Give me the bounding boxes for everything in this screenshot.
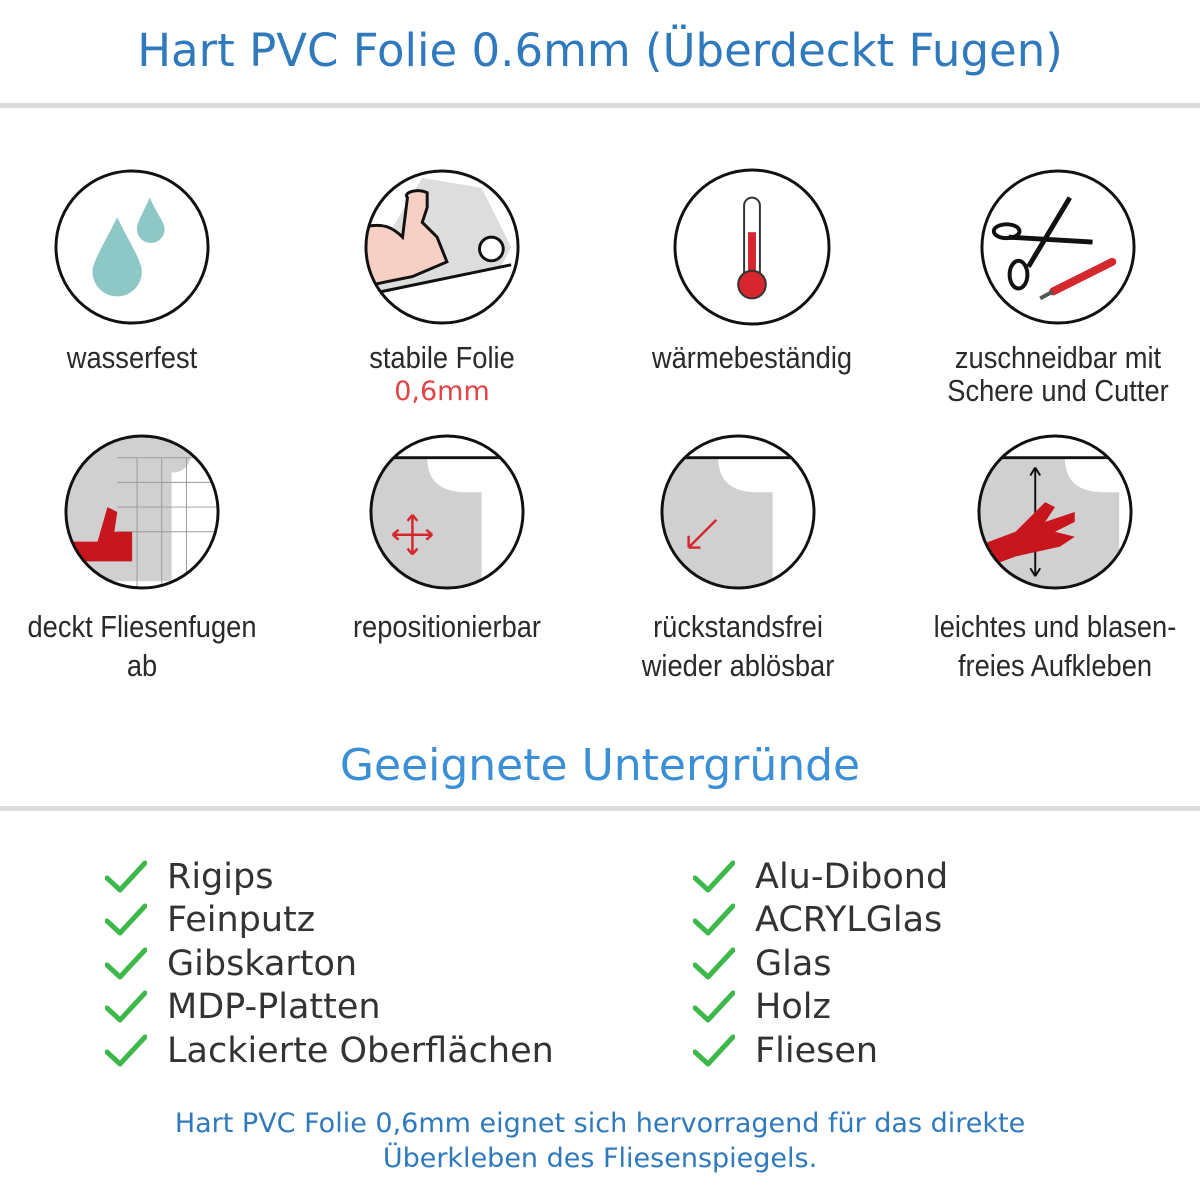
surface-item: Holz: [693, 986, 948, 1030]
feature-covers-joints: deckt Fliesenfugen ab: [0, 433, 292, 685]
surfaces-list-right: Alu-Dibond ACRYLGlas Glas Holz Fliesen: [693, 855, 948, 1073]
surface-item: MDP-Platten: [105, 986, 554, 1030]
surface-item: ACRYLGlas: [693, 899, 948, 943]
strong-arm-roll-icon: [364, 169, 520, 325]
check-icon: [693, 947, 735, 980]
surface-item: Lackierte Oberflächen: [105, 1029, 554, 1073]
scissors-cutter-icon: [980, 169, 1136, 325]
feature-cuttable: zuschneidbar mit Schere und Cutter: [908, 168, 1200, 410]
feature-label: wasserfest: [66, 340, 198, 375]
feature-label: Schere und Cutter: [947, 373, 1169, 408]
check-icon: [693, 903, 735, 936]
check-icon: [693, 990, 735, 1023]
footer-note: Hart PVC Folie 0,6mm eignet sich hervorr…: [0, 1106, 1200, 1176]
surface-label: Feinputz: [167, 900, 316, 941]
thumbs-up-tiles-icon: [64, 434, 220, 590]
surface-label: Gibskarton: [167, 943, 358, 984]
feature-repositionable: repositionierbar: [297, 433, 597, 646]
section-title: Geeignete Untergründe: [339, 740, 861, 791]
check-icon: [105, 1034, 147, 1067]
surface-label: Alu-Dibond: [755, 856, 949, 897]
feature-bubble-free: leichtes und blasen- freies Aufkleben: [905, 433, 1200, 685]
surface-item: Glas: [693, 942, 948, 986]
surface-label: MDP-Platten: [167, 987, 381, 1028]
feature-label: wärmebeständig: [651, 340, 853, 375]
peel-arrow-icon: [660, 434, 816, 590]
surface-label: ACRYLGlas: [755, 900, 943, 941]
feature-heat: wärmebeständig: [602, 168, 902, 377]
feature-waterproof: wasserfest: [0, 168, 282, 377]
check-icon: [693, 1034, 735, 1067]
feature-label: repositionierbar: [352, 609, 542, 644]
feature-residue-free: rückstandsfrei wieder ablösbar: [588, 433, 888, 685]
surface-item: Alu-Dibond: [693, 855, 948, 899]
feature-label: deckt Fliesenfugen ab: [27, 609, 257, 683]
surface-label: Lackierte Oberflächen: [167, 1030, 554, 1071]
check-icon: [105, 903, 147, 936]
check-icon: [105, 990, 147, 1023]
hand-smooth-icon: [977, 434, 1133, 590]
feature-label: wieder ablösbar: [641, 648, 835, 683]
divider: [0, 103, 1200, 108]
feature-label: zuschneidbar mit: [954, 340, 1162, 375]
thermometer-icon: [673, 168, 831, 326]
check-icon: [105, 947, 147, 980]
surface-item: Rigips: [105, 855, 554, 899]
feature-label: stabile Folie: [369, 340, 515, 375]
surfaces-list-left: Rigips Feinputz Gibskarton MDP-Platten Lacki…: [105, 855, 554, 1073]
footer-line: Hart PVC Folie 0,6mm eignet sich hervorr…: [174, 1108, 1026, 1139]
surface-label: Holz: [755, 987, 831, 1028]
page-title: Hart PVC Folie 0.6mm (Überdeckt Fugen): [137, 24, 1063, 77]
check-icon: [693, 860, 735, 893]
feature-label: rückstandsfrei: [653, 609, 823, 644]
surface-item: Gibskarton: [105, 942, 554, 986]
surface-label: Fliesen: [755, 1030, 879, 1071]
feature-label: leichtes und blasen-: [933, 609, 1177, 644]
surface-item: Feinputz: [105, 899, 554, 943]
move-arrows-icon: [369, 434, 525, 590]
feature-sublabel: 0,6mm: [394, 376, 490, 407]
check-icon: [105, 860, 147, 893]
surface-label: Glas: [755, 943, 832, 984]
surface-item: Fliesen: [693, 1029, 948, 1073]
feature-stable: stabile Folie 0,6mm: [292, 168, 592, 407]
feature-label: freies Aufkleben: [957, 648, 1153, 683]
water-drops-icon: [54, 169, 210, 325]
surface-label: Rigips: [167, 856, 274, 897]
divider: [0, 806, 1200, 811]
footer-line: Überkleben des Fliesenspiegels.: [382, 1143, 818, 1174]
